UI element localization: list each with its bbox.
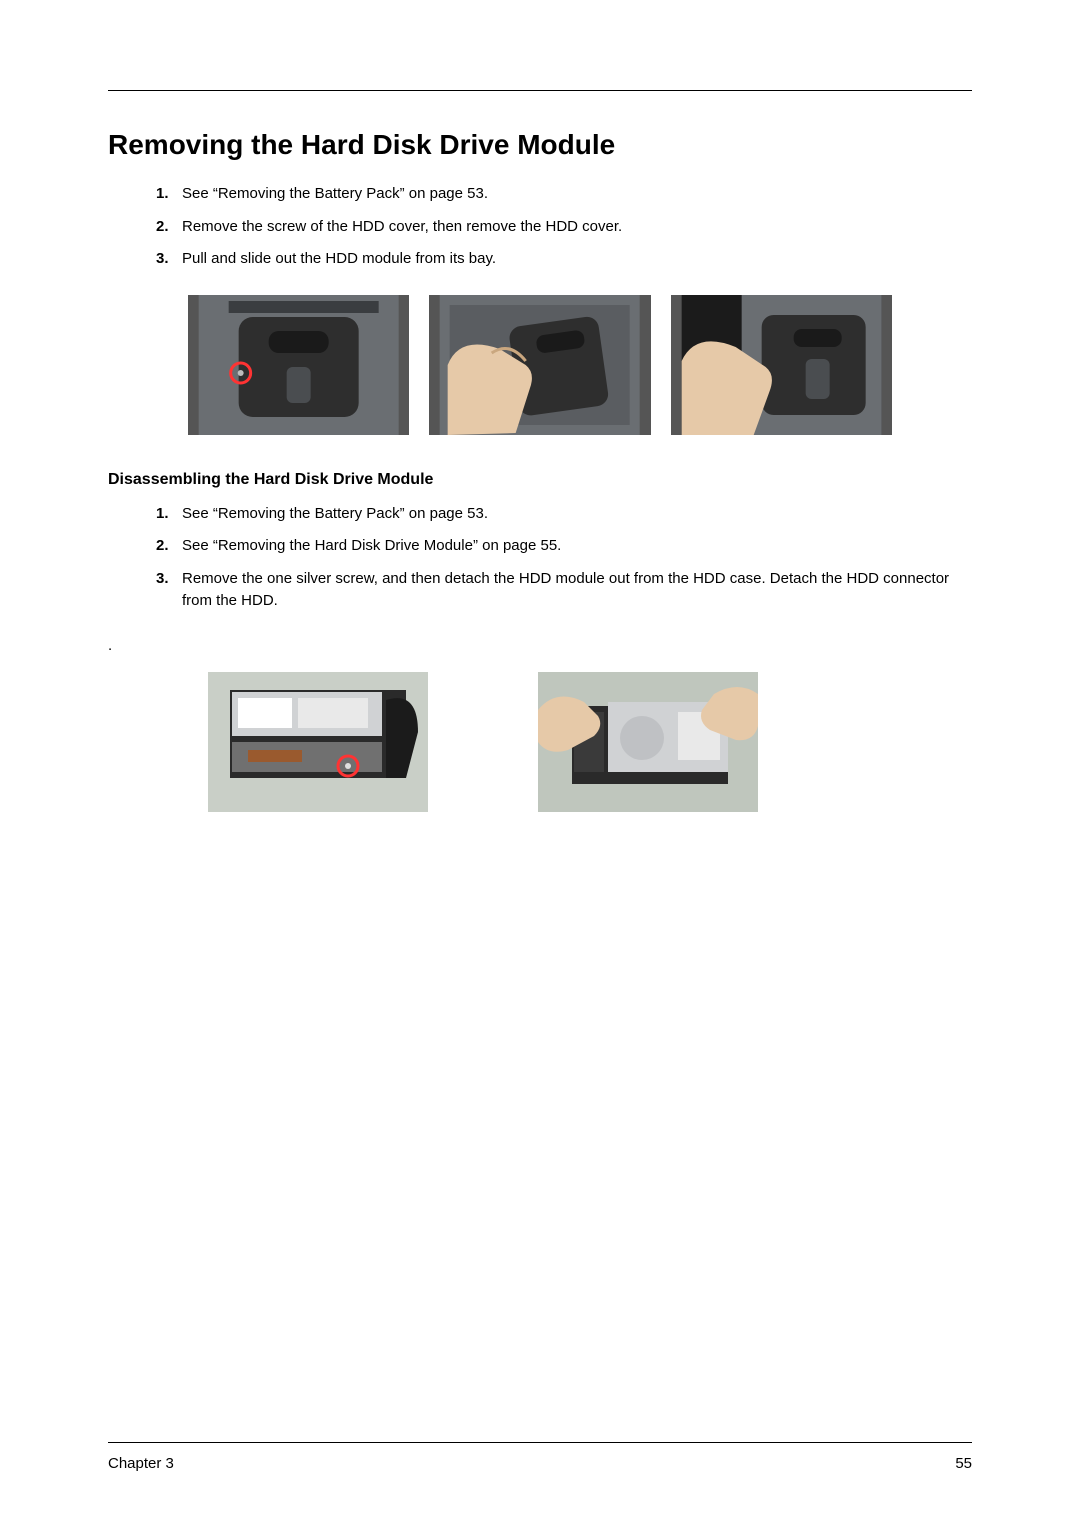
procedure-list-a: 1. See “Removing the Battery Pack” on pa… [108, 183, 972, 271]
figure-hdd-cover-remove [429, 295, 650, 435]
footer-page-number: 55 [955, 1455, 972, 1472]
top-rule [108, 90, 972, 91]
list-item: 3. Pull and slide out the HDD module fro… [156, 248, 972, 271]
figure-row-top [188, 295, 892, 435]
step-text: Remove the screw of the HDD cover, then … [182, 218, 622, 235]
figure-hdd-module-slide [671, 295, 892, 435]
stray-period: . [108, 637, 972, 654]
page-footer: Chapter 3 55 [108, 1442, 972, 1472]
step-number: 2. [156, 216, 169, 239]
step-text: See “Removing the Hard Disk Drive Module… [182, 537, 561, 554]
step-number: 1. [156, 503, 169, 526]
footer-rule [108, 1442, 972, 1443]
figure-hdd-cover-screw [188, 295, 409, 435]
sub-heading: Disassembling the Hard Disk Drive Module [108, 471, 972, 489]
step-number: 3. [156, 568, 169, 591]
list-item: 1. See “Removing the Battery Pack” on pa… [156, 183, 972, 206]
step-number: 1. [156, 183, 169, 206]
document-page: Removing the Hard Disk Drive Module 1. S… [0, 0, 1080, 1528]
procedure-list-b: 1. See “Removing the Battery Pack” on pa… [108, 503, 972, 613]
list-item: 3. Remove the one silver screw, and then… [156, 568, 972, 613]
step-text: Pull and slide out the HDD module from i… [182, 250, 496, 267]
step-number: 3. [156, 248, 169, 271]
footer-chapter: Chapter 3 [108, 1455, 174, 1472]
figure-row-bottom [208, 672, 872, 812]
figure-hdd-detach [538, 672, 758, 812]
step-number: 2. [156, 535, 169, 558]
step-text: See “Removing the Battery Pack” on page … [182, 185, 488, 202]
list-item: 2. See “Removing the Hard Disk Drive Mod… [156, 535, 972, 558]
step-text: See “Removing the Battery Pack” on page … [182, 505, 488, 522]
list-item: 1. See “Removing the Battery Pack” on pa… [156, 503, 972, 526]
page-title: Removing the Hard Disk Drive Module [108, 129, 972, 161]
list-item: 2. Remove the screw of the HDD cover, th… [156, 216, 972, 239]
figure-hdd-case-screw [208, 672, 428, 812]
step-text: Remove the one silver screw, and then de… [182, 570, 949, 610]
